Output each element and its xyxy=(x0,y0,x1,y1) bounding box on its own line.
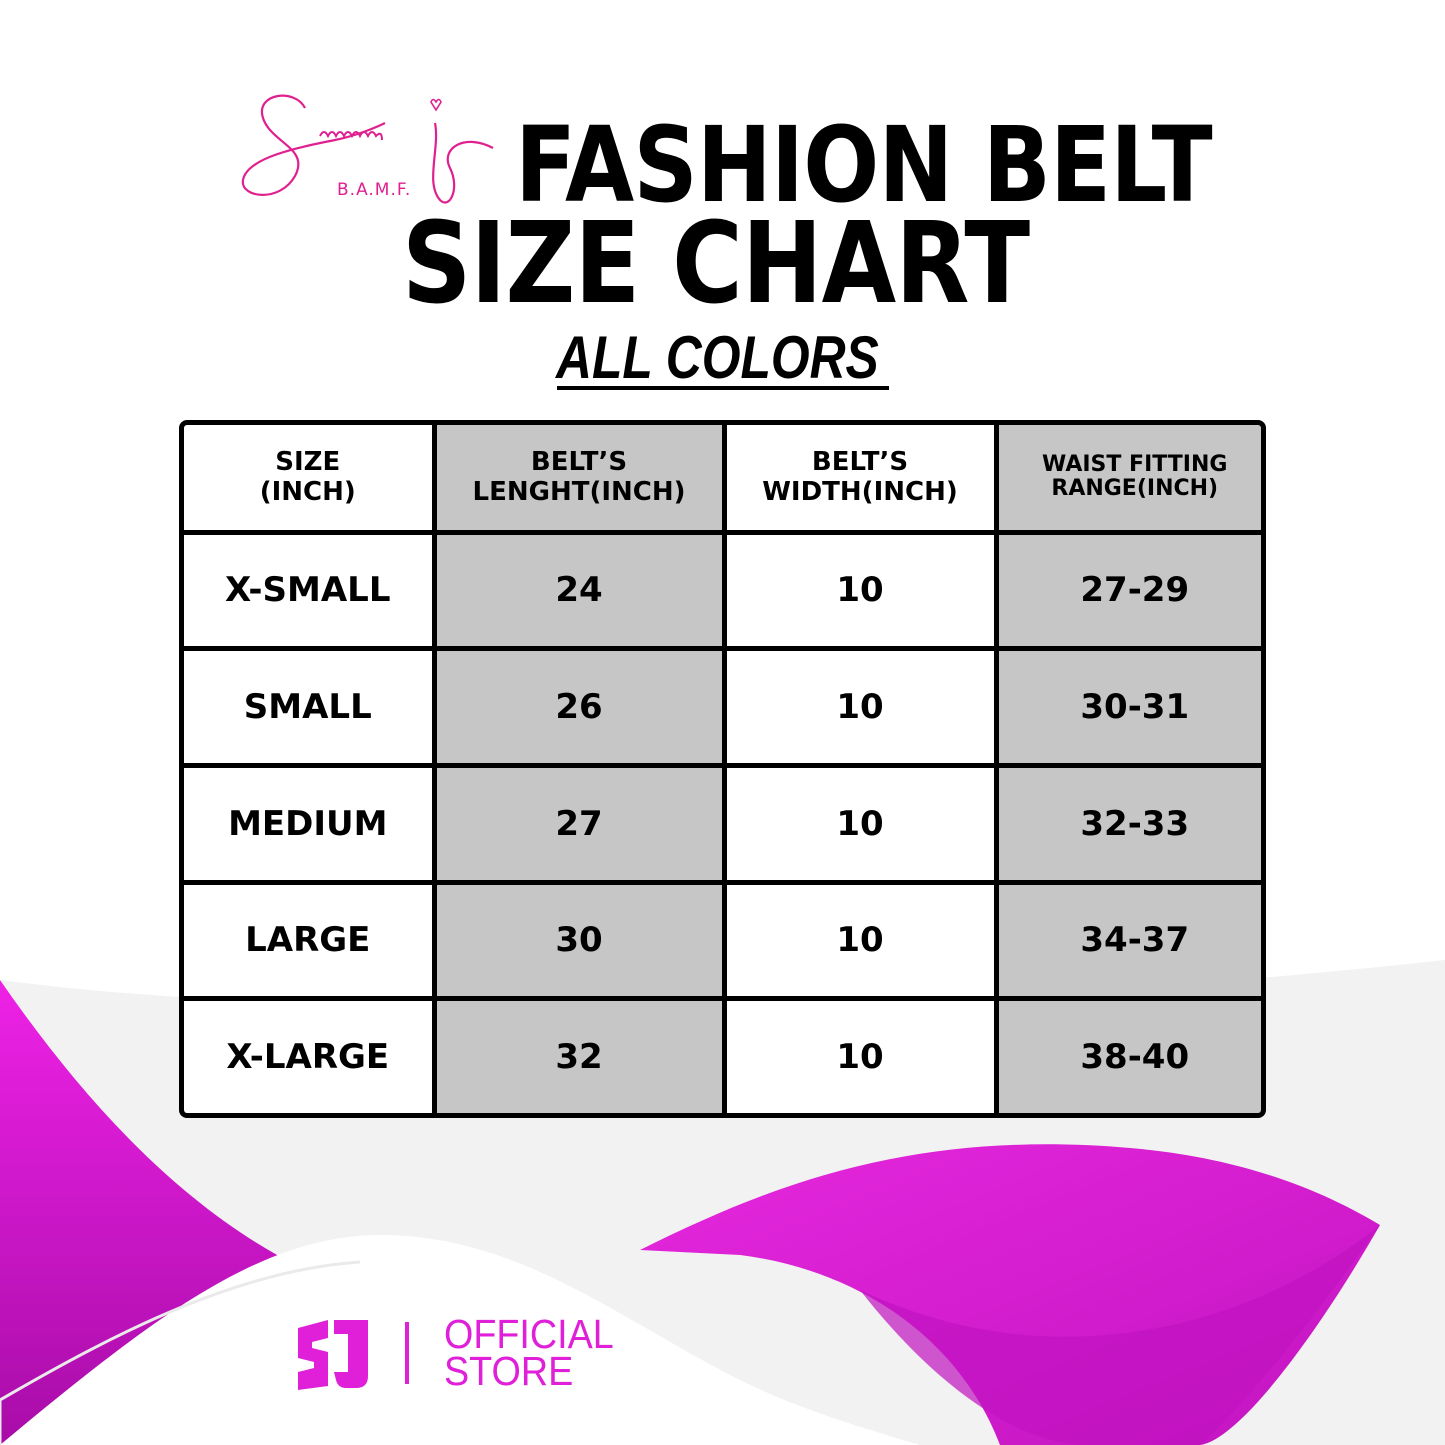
page-title-line1: FASHION BELT xyxy=(515,104,1213,226)
waist-range-cell: 30-31 xyxy=(993,646,1261,768)
column-header-width: BELT’S WIDTH(INCH) xyxy=(721,425,999,535)
column-header-waist-range: WAIST FITTING RANGE(INCH) xyxy=(993,425,1261,535)
length-cell: 24 xyxy=(431,529,727,652)
column-header-size: SIZE (INCH) xyxy=(184,425,437,535)
waist-range-cell: 27-29 xyxy=(993,529,1261,652)
table-row: X-SMALL 24 10 27-29 xyxy=(184,529,1261,652)
brand-logo: B.A.M.F. xyxy=(235,88,510,213)
length-cell: 30 xyxy=(431,879,727,1002)
width-cell: 10 xyxy=(721,879,999,1002)
size-cell: SMALL xyxy=(184,646,437,768)
length-cell: 27 xyxy=(431,762,727,885)
table-row: X-LARGE 32 10 38-40 xyxy=(184,996,1261,1113)
waist-range-cell: 34-37 xyxy=(993,879,1261,1002)
footer-divider xyxy=(405,1322,409,1384)
subtitle: ALL COLORS xyxy=(556,324,879,391)
size-cell: LARGE xyxy=(184,879,437,1002)
width-cell: 10 xyxy=(721,529,999,652)
table-row: SMALL 26 10 30-31 xyxy=(184,646,1261,768)
column-header-length: BELT’S LENGHT(INCH) xyxy=(431,425,727,535)
table-header-row: SIZE (INCH) BELT’S LENGHT(INCH) BELT’S W… xyxy=(184,425,1261,535)
size-cell: X-SMALL xyxy=(184,529,437,652)
size-cell: X-LARGE xyxy=(184,996,437,1113)
length-cell: 26 xyxy=(431,646,727,768)
size-cell: MEDIUM xyxy=(184,762,437,885)
width-cell: 10 xyxy=(721,762,999,885)
width-cell: 10 xyxy=(721,646,999,768)
waist-range-cell: 32-33 xyxy=(993,762,1261,885)
table-row: LARGE 30 10 34-37 xyxy=(184,879,1261,1002)
sj-monogram-icon xyxy=(298,1320,370,1395)
subtitle-underline xyxy=(557,386,889,390)
official-store-label: OFFICIAL STORE xyxy=(444,1311,614,1394)
width-cell: 10 xyxy=(721,996,999,1113)
size-chart-table: SIZE (INCH) BELT’S LENGHT(INCH) BELT’S W… xyxy=(179,420,1266,1118)
length-cell: 32 xyxy=(431,996,727,1113)
signature-logo-icon xyxy=(241,94,494,204)
brand-tagline: B.A.M.F. xyxy=(337,180,412,200)
table-row: MEDIUM 27 10 32-33 xyxy=(184,762,1261,885)
waist-range-cell: 38-40 xyxy=(993,996,1261,1113)
page-title-line2: SIZE CHART xyxy=(402,199,1030,329)
